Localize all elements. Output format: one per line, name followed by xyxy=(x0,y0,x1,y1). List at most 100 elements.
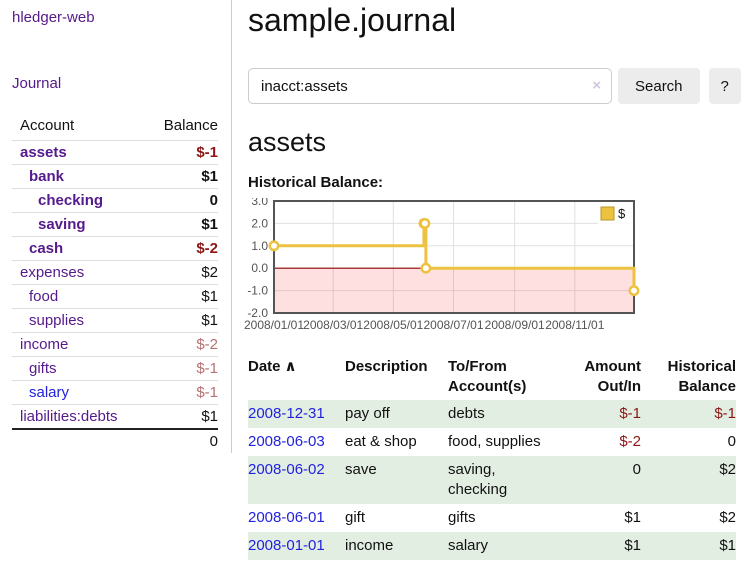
x-tick-label: 2008/05/01 xyxy=(363,318,423,332)
account-link-assets[interactable]: assets xyxy=(20,144,67,161)
transaction-row: 2008-06-02 save saving, checking 0 $2 xyxy=(248,456,736,504)
register-header-accounts: To/From Account(s) xyxy=(448,358,527,395)
x-tick-label: 2008/01/01 xyxy=(244,318,304,332)
account-link-cash[interactable]: cash xyxy=(29,240,64,257)
account-balance: 0 xyxy=(115,188,218,213)
search-input[interactable] xyxy=(248,68,612,104)
account-link-salary[interactable]: salary xyxy=(29,384,70,401)
account-balance: $-1 xyxy=(115,140,218,165)
account-link-income[interactable]: income xyxy=(20,336,69,353)
app-title-link[interactable]: hledger-web xyxy=(12,9,95,26)
historical-balance-chart[interactable]: $3.0 2.0 1.0 0.0 -1.0 -2.0 2008/01/01 2008/03/0… xyxy=(242,198,741,334)
account-row: bank $1 xyxy=(12,164,218,189)
transaction-date-link[interactable]: 2008-01-01 xyxy=(248,537,325,554)
transaction-amount: $-2 xyxy=(619,433,641,450)
transaction-accounts: debts xyxy=(448,405,485,422)
accounts-header-balance: Balance xyxy=(115,113,218,141)
accounts-total-value: 0 xyxy=(115,428,218,453)
account-link-expenses[interactable]: expenses xyxy=(20,264,85,281)
transaction-row: 2008-01-01 income salary $1 $1 xyxy=(248,532,736,560)
legend-label: $ xyxy=(618,206,626,221)
x-tick-label: 2008/11/01 xyxy=(545,318,604,332)
accounts-header-account: Account xyxy=(12,113,115,141)
transaction-balance: $1 xyxy=(719,537,736,554)
transaction-date-link[interactable]: 2008-06-01 xyxy=(248,509,325,526)
transaction-date-link[interactable]: 2008-06-02 xyxy=(248,461,325,478)
transaction-balance: 0 xyxy=(727,433,736,450)
account-heading: assets xyxy=(248,127,327,157)
transaction-amount: $1 xyxy=(624,509,641,526)
data-point xyxy=(268,240,280,252)
account-link-saving[interactable]: saving xyxy=(38,216,86,233)
search-input-wrap: × xyxy=(248,68,612,104)
account-link-bank[interactable]: bank xyxy=(29,168,65,185)
transaction-accounts: saving, checking xyxy=(448,461,508,498)
transaction-balance: $-1 xyxy=(714,405,736,422)
sort-up-icon: ∧ xyxy=(284,358,297,375)
page-title: sample.journal xyxy=(248,2,457,38)
register-header-row: Date ∧ Description To/From Account(s) Amo… xyxy=(248,355,736,400)
transaction-balance: $2 xyxy=(719,509,736,526)
search-bar: × Search ? xyxy=(248,68,741,104)
account-link-liabilities-debts[interactable]: liabilities:debts xyxy=(20,408,118,425)
sidebar: hledger-web Journal Account Balance asse… xyxy=(0,0,232,453)
transaction-row: 2008-12-31 pay off debts $-1 $-1 xyxy=(248,400,736,428)
account-balance: $-2 xyxy=(115,332,218,357)
register-table-body: 2008-12-31 pay off debts $-1 $-1 2008-06-03 ea… xyxy=(248,400,736,560)
transaction-amount: $-1 xyxy=(619,405,641,422)
account-row: saving $1 xyxy=(12,212,218,237)
transaction-amount: 0 xyxy=(632,461,641,478)
account-link-checking[interactable]: checking xyxy=(38,192,104,209)
accounts-table-body: assets $-1 bank $1 checking 0 saving $1 cash $-2 e… xyxy=(12,140,218,430)
clear-search-icon[interactable]: × xyxy=(592,77,601,94)
transaction-description: save xyxy=(345,461,377,478)
transaction-accounts: food, supplies xyxy=(448,433,541,450)
main-content: sample.journal × Search ? assets Histori… xyxy=(232,0,742,560)
account-balance: $1 xyxy=(115,308,218,333)
y-tick-label: 2.0 xyxy=(251,216,268,230)
transaction-date-link[interactable]: 2008-12-31 xyxy=(248,405,325,422)
y-tick-label: 3.0 xyxy=(251,198,268,208)
account-balance: $1 xyxy=(115,212,218,237)
register-header-amount: Amount Out/In xyxy=(584,358,641,395)
register-header-date[interactable]: Date ∧ xyxy=(248,358,297,375)
register-header-balance: Historical Balance xyxy=(667,358,736,395)
account-row: salary $-1 xyxy=(12,380,218,405)
y-tick-label: -1.0 xyxy=(247,284,268,298)
account-row: assets $-1 xyxy=(12,140,218,165)
account-link-supplies[interactable]: supplies xyxy=(29,312,85,329)
transaction-date-link[interactable]: 2008-06-03 xyxy=(248,433,325,450)
account-balance: $-1 xyxy=(115,380,218,405)
account-balance: $1 xyxy=(201,408,218,425)
register-header-description: Description xyxy=(345,358,428,375)
register-table: Date ∧ Description To/From Account(s) Amo… xyxy=(248,355,736,560)
account-balance: $-1 xyxy=(115,356,218,381)
transaction-accounts: gifts xyxy=(448,509,476,526)
account-link-gifts[interactable]: gifts xyxy=(29,360,57,377)
x-tick-label: 2008/09/01 xyxy=(485,318,545,332)
account-link-food[interactable]: food xyxy=(29,288,59,305)
legend-swatch xyxy=(600,206,615,221)
account-row: expenses $2 xyxy=(12,260,218,285)
account-row: food $1 xyxy=(12,284,218,309)
account-row: cash $-2 xyxy=(12,236,218,261)
accounts-table-header-row: Account Balance xyxy=(12,113,218,141)
account-row: liabilities:debts $1 xyxy=(12,405,218,430)
accounts-total-row: 0 xyxy=(12,428,218,453)
transaction-description: income xyxy=(345,537,394,554)
sidebar-item-journal[interactable]: Journal xyxy=(12,75,62,92)
search-button[interactable]: Search xyxy=(618,68,700,104)
transaction-accounts: salary xyxy=(448,537,489,554)
account-balance: $1 xyxy=(115,164,218,189)
x-tick-label: 2008/03/01 xyxy=(303,318,363,332)
accounts-table: Account Balance assets $-1 bank $1 checking 0… xyxy=(12,113,218,453)
help-button[interactable]: ? xyxy=(708,68,741,104)
transaction-amount: $1 xyxy=(624,537,641,554)
account-row: income $-2 xyxy=(12,332,218,357)
transaction-balance: $2 xyxy=(719,461,736,478)
transaction-row: 2008-06-03 eat & shop food, supplies $-2 0 xyxy=(248,428,736,456)
negative-region xyxy=(274,268,634,313)
y-tick-label: -2.0 xyxy=(247,306,268,320)
account-balance: $2 xyxy=(115,260,218,285)
transaction-row: 2008-06-01 gift gifts $1 $2 xyxy=(248,504,736,532)
